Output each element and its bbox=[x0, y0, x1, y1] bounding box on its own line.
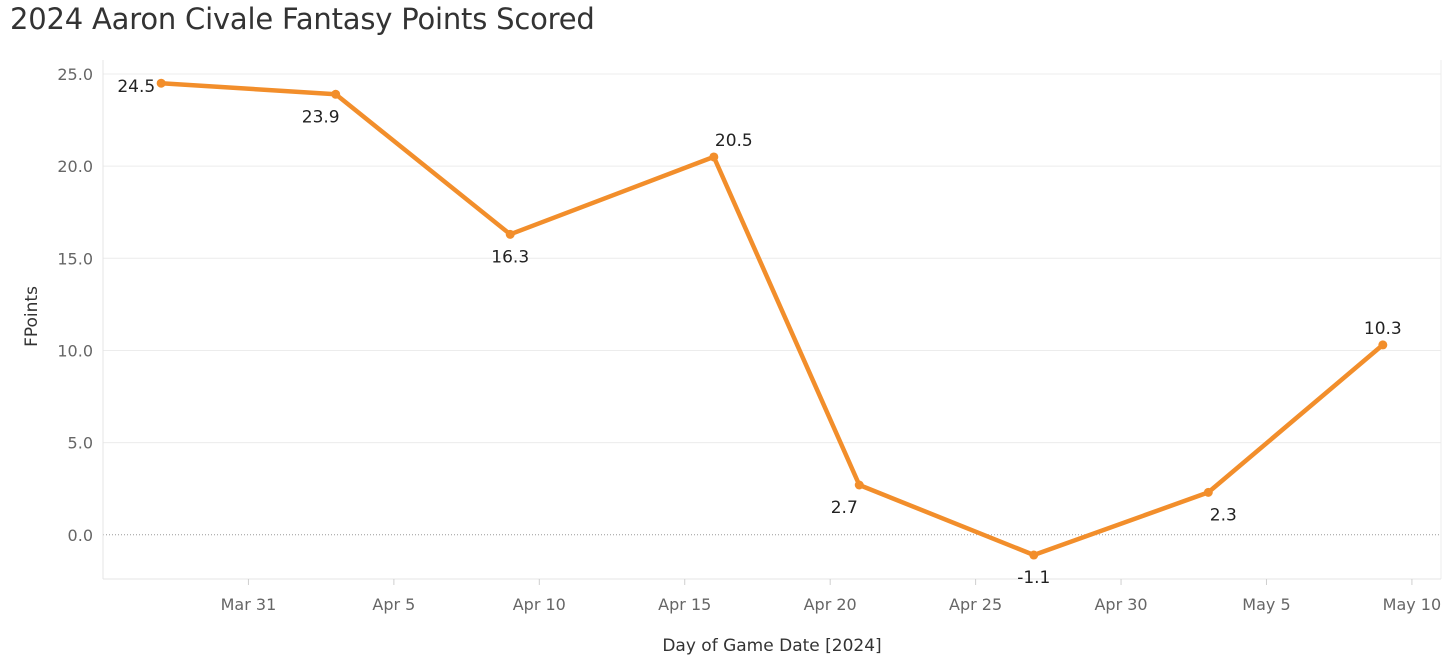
data-label: 23.9 bbox=[302, 107, 340, 127]
x-axis-title: Day of Game Date [2024] bbox=[662, 636, 881, 656]
x-axis-ticks: Mar 31 Apr 5 Apr 10 Apr 15 Apr 20 Apr 25 Apr 3… bbox=[221, 579, 1442, 614]
data-label: 20.5 bbox=[715, 131, 753, 151]
chart-title: 2024 Aaron Civale Fantasy Points Scored bbox=[10, 2, 595, 36]
y-tick-label: 10.0 bbox=[57, 341, 93, 360]
x-tick-label: Apr 25 bbox=[949, 595, 1002, 614]
data-point bbox=[505, 229, 515, 239]
data-point bbox=[1203, 487, 1213, 497]
series-fpoints bbox=[156, 78, 1388, 560]
x-tick-label: Apr 10 bbox=[513, 595, 566, 614]
data-point bbox=[331, 89, 341, 99]
data-label: 24.5 bbox=[117, 77, 155, 97]
x-tick-label: Apr 15 bbox=[658, 595, 711, 614]
x-tick-label: Mar 31 bbox=[221, 595, 277, 614]
x-tick-label: Apr 5 bbox=[372, 595, 415, 614]
data-labels: 24.5 23.9 16.3 20.5 2.7 -1.1 2.3 10.3 bbox=[117, 77, 1401, 588]
data-point bbox=[156, 78, 166, 88]
y-tick-label: 15.0 bbox=[57, 249, 93, 268]
x-tick-label: Apr 20 bbox=[804, 595, 857, 614]
data-label: 2.3 bbox=[1210, 505, 1237, 525]
data-label: 10.3 bbox=[1364, 319, 1402, 339]
y-axis-ticks: 0.0 5.0 10.0 15.0 20.0 25.0 bbox=[57, 65, 93, 545]
data-point bbox=[854, 480, 864, 490]
y-tick-label: 5.0 bbox=[68, 434, 93, 453]
x-tick-label: May 5 bbox=[1242, 595, 1290, 614]
y-tick-label: 25.0 bbox=[57, 65, 93, 84]
data-label: 16.3 bbox=[491, 247, 529, 267]
gridlines bbox=[103, 73, 1441, 536]
x-tick-label: May 10 bbox=[1383, 595, 1442, 614]
y-tick-label: 20.0 bbox=[57, 157, 93, 176]
y-tick-label: 0.0 bbox=[68, 526, 93, 545]
data-point bbox=[1378, 340, 1388, 350]
series-line bbox=[158, 80, 1386, 558]
x-tick-label: Apr 30 bbox=[1094, 595, 1147, 614]
data-label: -1.1 bbox=[1017, 568, 1050, 588]
y-axis-title: FPoints bbox=[22, 286, 42, 347]
axes bbox=[102, 60, 1442, 580]
data-label: 2.7 bbox=[831, 498, 858, 518]
data-point bbox=[709, 152, 719, 162]
data-point bbox=[1029, 550, 1039, 560]
